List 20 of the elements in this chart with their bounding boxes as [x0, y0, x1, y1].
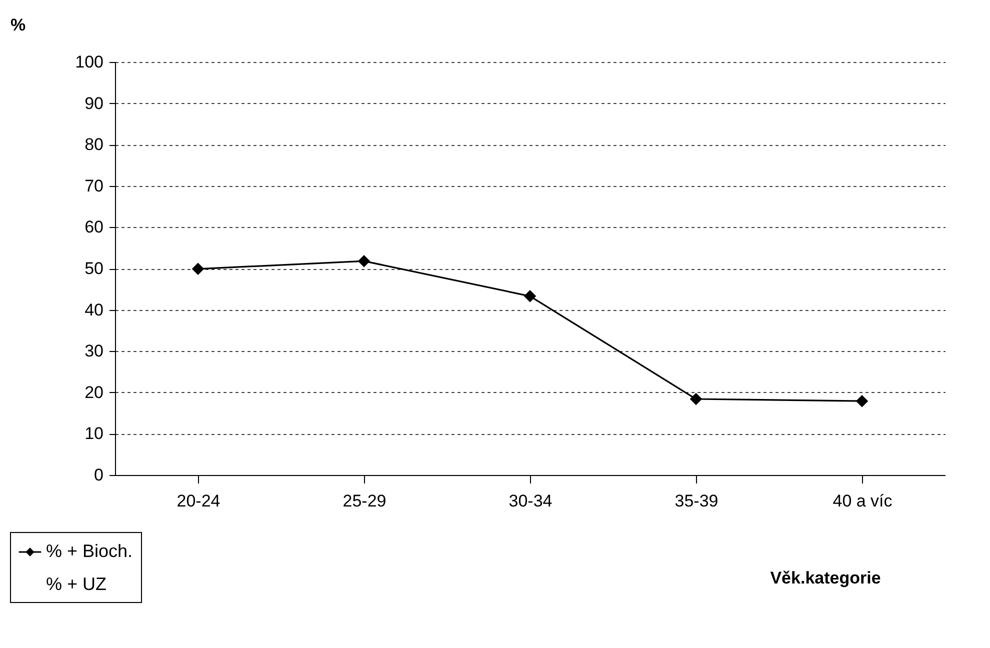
x-tick-label: 20-24	[176, 492, 220, 510]
y-tick-label: 40	[84, 300, 104, 320]
x-tick-label: 30-34	[508, 492, 552, 510]
x-tick-label: 25-29	[342, 492, 386, 510]
x-tick-label: 35-39	[674, 492, 718, 510]
y-tick-label: 90	[84, 94, 104, 113]
y-tick-label: 0	[94, 466, 104, 484]
y-tick-label: 50	[84, 259, 104, 278]
x-axis-title: Věk.kategorie	[770, 568, 881, 588]
y-tick-label: 70	[84, 176, 104, 196]
y-tick-label: 30	[84, 342, 104, 361]
y-tick-label: 60	[84, 218, 104, 237]
y-tick-label: 80	[84, 135, 104, 154]
x-tick-label: 40 a víc	[832, 492, 893, 510]
text: % + UZ	[46, 574, 107, 594]
legend-label: % + Bioch.	[46, 541, 133, 561]
y-axis-title: %	[10, 16, 26, 34]
y-tick-label: 20	[84, 382, 104, 402]
y-tick-label: 100	[75, 52, 104, 72]
y-tick-label: 10	[84, 424, 104, 444]
